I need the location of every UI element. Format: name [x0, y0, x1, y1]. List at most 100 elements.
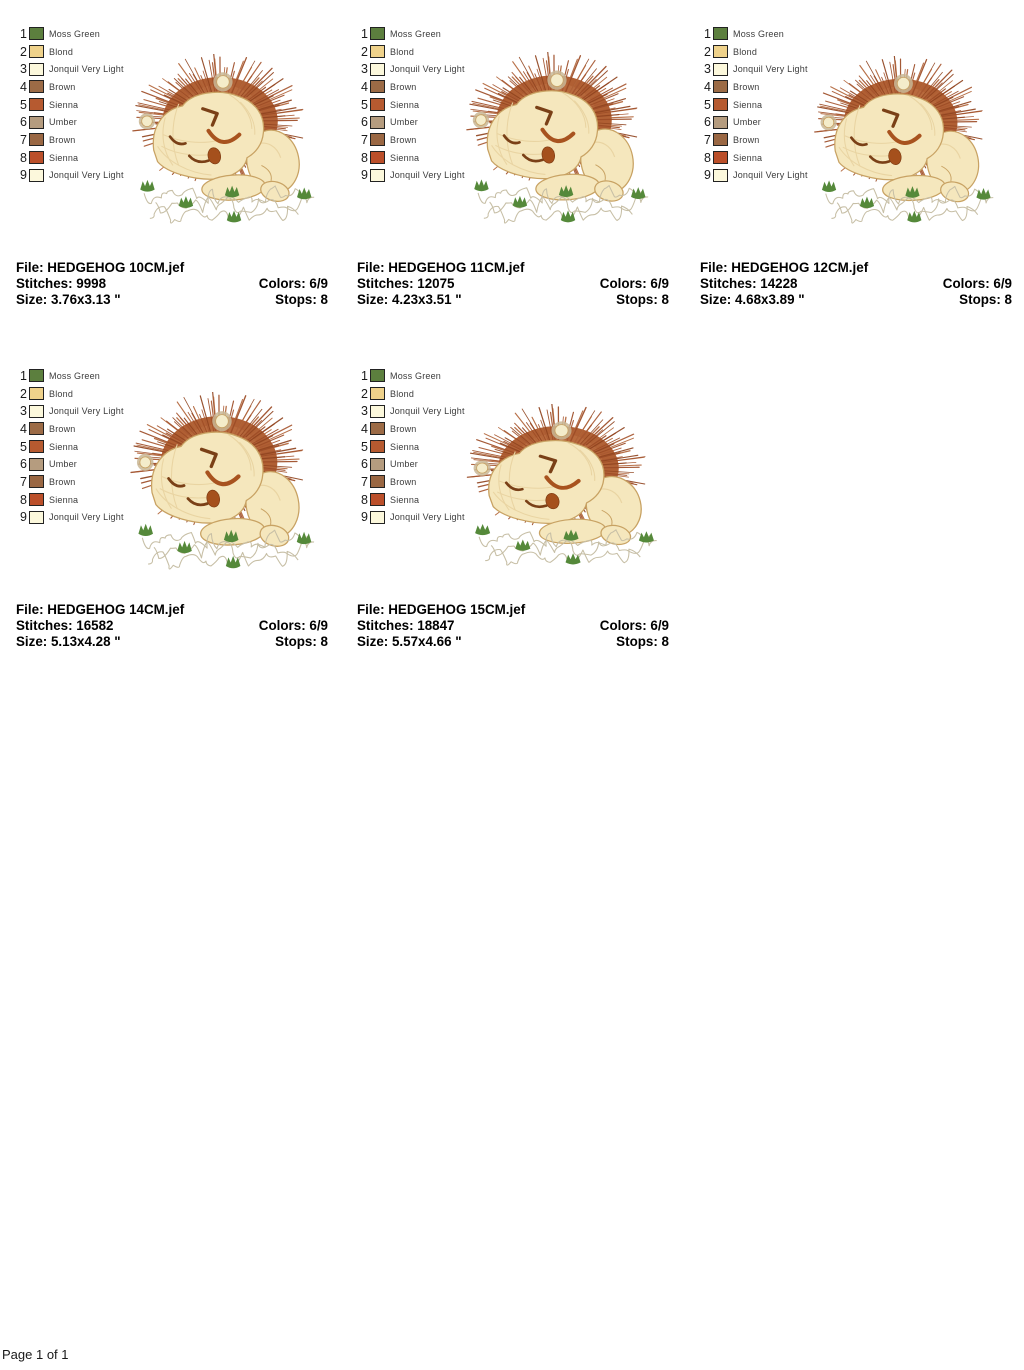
- thread-color-name: Brown: [390, 134, 417, 145]
- thread-number: 5: [20, 439, 27, 454]
- legend-row: 3 Jonquil Very Light: [11, 60, 124, 78]
- legend-row: 8 Sienna: [352, 491, 465, 509]
- thread-color-name: Umber: [49, 459, 78, 470]
- thread-number: 6: [704, 115, 711, 130]
- thread-color-swatch: [370, 457, 385, 471]
- thread-number: 1: [361, 26, 368, 41]
- thread-color-legend: 1 Moss Green 2 Blond 3 Jonquil Very Ligh…: [11, 367, 124, 526]
- thread-color-swatch: [370, 62, 385, 76]
- stop-count: Stops: 8: [616, 291, 669, 307]
- stop-count: Stops: 8: [959, 291, 1012, 307]
- thread-color-name: Jonquil Very Light: [49, 170, 124, 181]
- color-count: Colors: 6/9: [599, 617, 669, 633]
- design-block-2: 1 Moss Green 2 Blond 3 Jonquil Very Ligh…: [341, 17, 682, 359]
- legend-row: 2 Blond: [11, 385, 124, 403]
- thread-number: 3: [361, 404, 368, 419]
- thread-number: 1: [704, 26, 711, 41]
- thread-color-name: Brown: [49, 476, 76, 487]
- thread-color-swatch: [29, 422, 44, 436]
- thread-color-legend: 1 Moss Green 2 Blond 3 Jonquil Very Ligh…: [11, 25, 124, 184]
- thread-color-name: Blond: [390, 46, 415, 57]
- thread-color-swatch: [370, 45, 385, 59]
- stitch-count: Stitches: 14228: [700, 275, 798, 291]
- thread-color-swatch: [29, 80, 44, 94]
- thread-color-name: Jonquil Very Light: [49, 406, 124, 417]
- legend-row: 1 Moss Green: [11, 367, 124, 385]
- thread-color-swatch: [29, 133, 44, 147]
- thread-number: 1: [20, 26, 27, 41]
- thread-number: 5: [20, 97, 27, 112]
- legend-row: 2 Blond: [11, 43, 124, 61]
- legend-row: 9 Jonquil Very Light: [352, 509, 465, 527]
- thread-color-swatch: [713, 62, 728, 76]
- thread-color-name: Moss Green: [390, 28, 442, 39]
- legend-row: 8 Sienna: [11, 149, 124, 167]
- thread-color-swatch: [713, 168, 728, 182]
- legend-row: 6 Umber: [11, 113, 124, 131]
- thread-color-swatch: [370, 115, 385, 129]
- thread-color-swatch: [29, 45, 44, 59]
- thread-color-swatch: [29, 98, 44, 112]
- thread-color-name: Jonquil Very Light: [390, 170, 465, 181]
- thread-number: 6: [361, 115, 368, 130]
- thread-color-swatch: [370, 369, 385, 383]
- thread-color-legend: 1 Moss Green 2 Blond 3 Jonquil Very Ligh…: [352, 25, 465, 184]
- thread-color-swatch: [29, 151, 44, 165]
- thread-color-swatch: [29, 493, 44, 507]
- color-count: Colors: 6/9: [258, 275, 328, 291]
- design-info: File: HEDGEHOG 12CM.jef Stitches: 14228 …: [700, 260, 1012, 308]
- legend-row: 1 Moss Green: [695, 25, 808, 43]
- legend-row: 3 Jonquil Very Light: [352, 60, 465, 78]
- design-size: Size: 5.13x4.28 ": [16, 633, 121, 649]
- thread-color-swatch: [370, 404, 385, 418]
- thread-color-name: Umber: [49, 117, 78, 128]
- thread-color-name: Moss Green: [49, 370, 101, 381]
- thread-color-swatch: [29, 27, 44, 41]
- thread-color-swatch: [370, 440, 385, 454]
- legend-row: 4 Brown: [11, 420, 124, 438]
- color-count: Colors: 6/9: [258, 617, 328, 633]
- thread-color-swatch: [713, 98, 728, 112]
- thread-color-name: Sienna: [733, 99, 763, 110]
- stop-count: Stops: 8: [616, 633, 669, 649]
- design-info: File: HEDGEHOG 11CM.jef Stitches: 12075 …: [357, 260, 669, 308]
- legend-row: 3 Jonquil Very Light: [352, 402, 465, 420]
- stitch-count: Stitches: 12075: [357, 275, 455, 291]
- thread-color-legend: 1 Moss Green 2 Blond 3 Jonquil Very Ligh…: [695, 25, 808, 184]
- legend-row: 5 Sienna: [352, 96, 465, 114]
- file-name: File: HEDGEHOG 15CM.jef: [357, 602, 526, 617]
- thread-color-name: Sienna: [49, 99, 79, 110]
- thread-color-name: Brown: [390, 476, 417, 487]
- legend-row: 9 Jonquil Very Light: [695, 167, 808, 185]
- thread-color-name: Brown: [390, 81, 417, 92]
- legend-row: 2 Blond: [352, 43, 465, 61]
- thread-color-swatch: [370, 80, 385, 94]
- legend-row: 6 Umber: [695, 113, 808, 131]
- thread-number: 9: [20, 168, 27, 183]
- thread-color-swatch: [370, 510, 385, 524]
- design-block-1: 1 Moss Green 2 Blond 3 Jonquil Very Ligh…: [0, 17, 341, 359]
- legend-row: 7 Brown: [11, 131, 124, 149]
- design-info: File: HEDGEHOG 15CM.jef Stitches: 18847 …: [357, 602, 669, 650]
- thread-number: 3: [20, 404, 27, 419]
- thread-color-name: Blond: [49, 46, 74, 57]
- thread-color-swatch: [29, 62, 44, 76]
- legend-row: 9 Jonquil Very Light: [11, 509, 124, 527]
- thread-color-name: Sienna: [390, 494, 420, 505]
- hedgehog-embroidery-preview: [814, 56, 994, 224]
- legend-row: 7 Brown: [11, 473, 124, 491]
- thread-color-name: Blond: [390, 388, 415, 399]
- design-info: File: HEDGEHOG 14CM.jef Stitches: 16582 …: [16, 602, 328, 650]
- design-size: Size: 4.68x3.89 ": [700, 291, 805, 307]
- thread-color-name: Sienna: [733, 152, 763, 163]
- thread-color-swatch: [370, 27, 385, 41]
- thread-number: 3: [361, 62, 368, 77]
- thread-color-swatch: [713, 27, 728, 41]
- thread-color-swatch: [370, 422, 385, 436]
- thread-number: 8: [20, 150, 27, 165]
- thread-number: 8: [704, 150, 711, 165]
- thread-color-name: Brown: [49, 81, 76, 92]
- legend-row: 1 Moss Green: [11, 25, 124, 43]
- legend-row: 6 Umber: [352, 455, 465, 473]
- legend-row: 5 Sienna: [352, 438, 465, 456]
